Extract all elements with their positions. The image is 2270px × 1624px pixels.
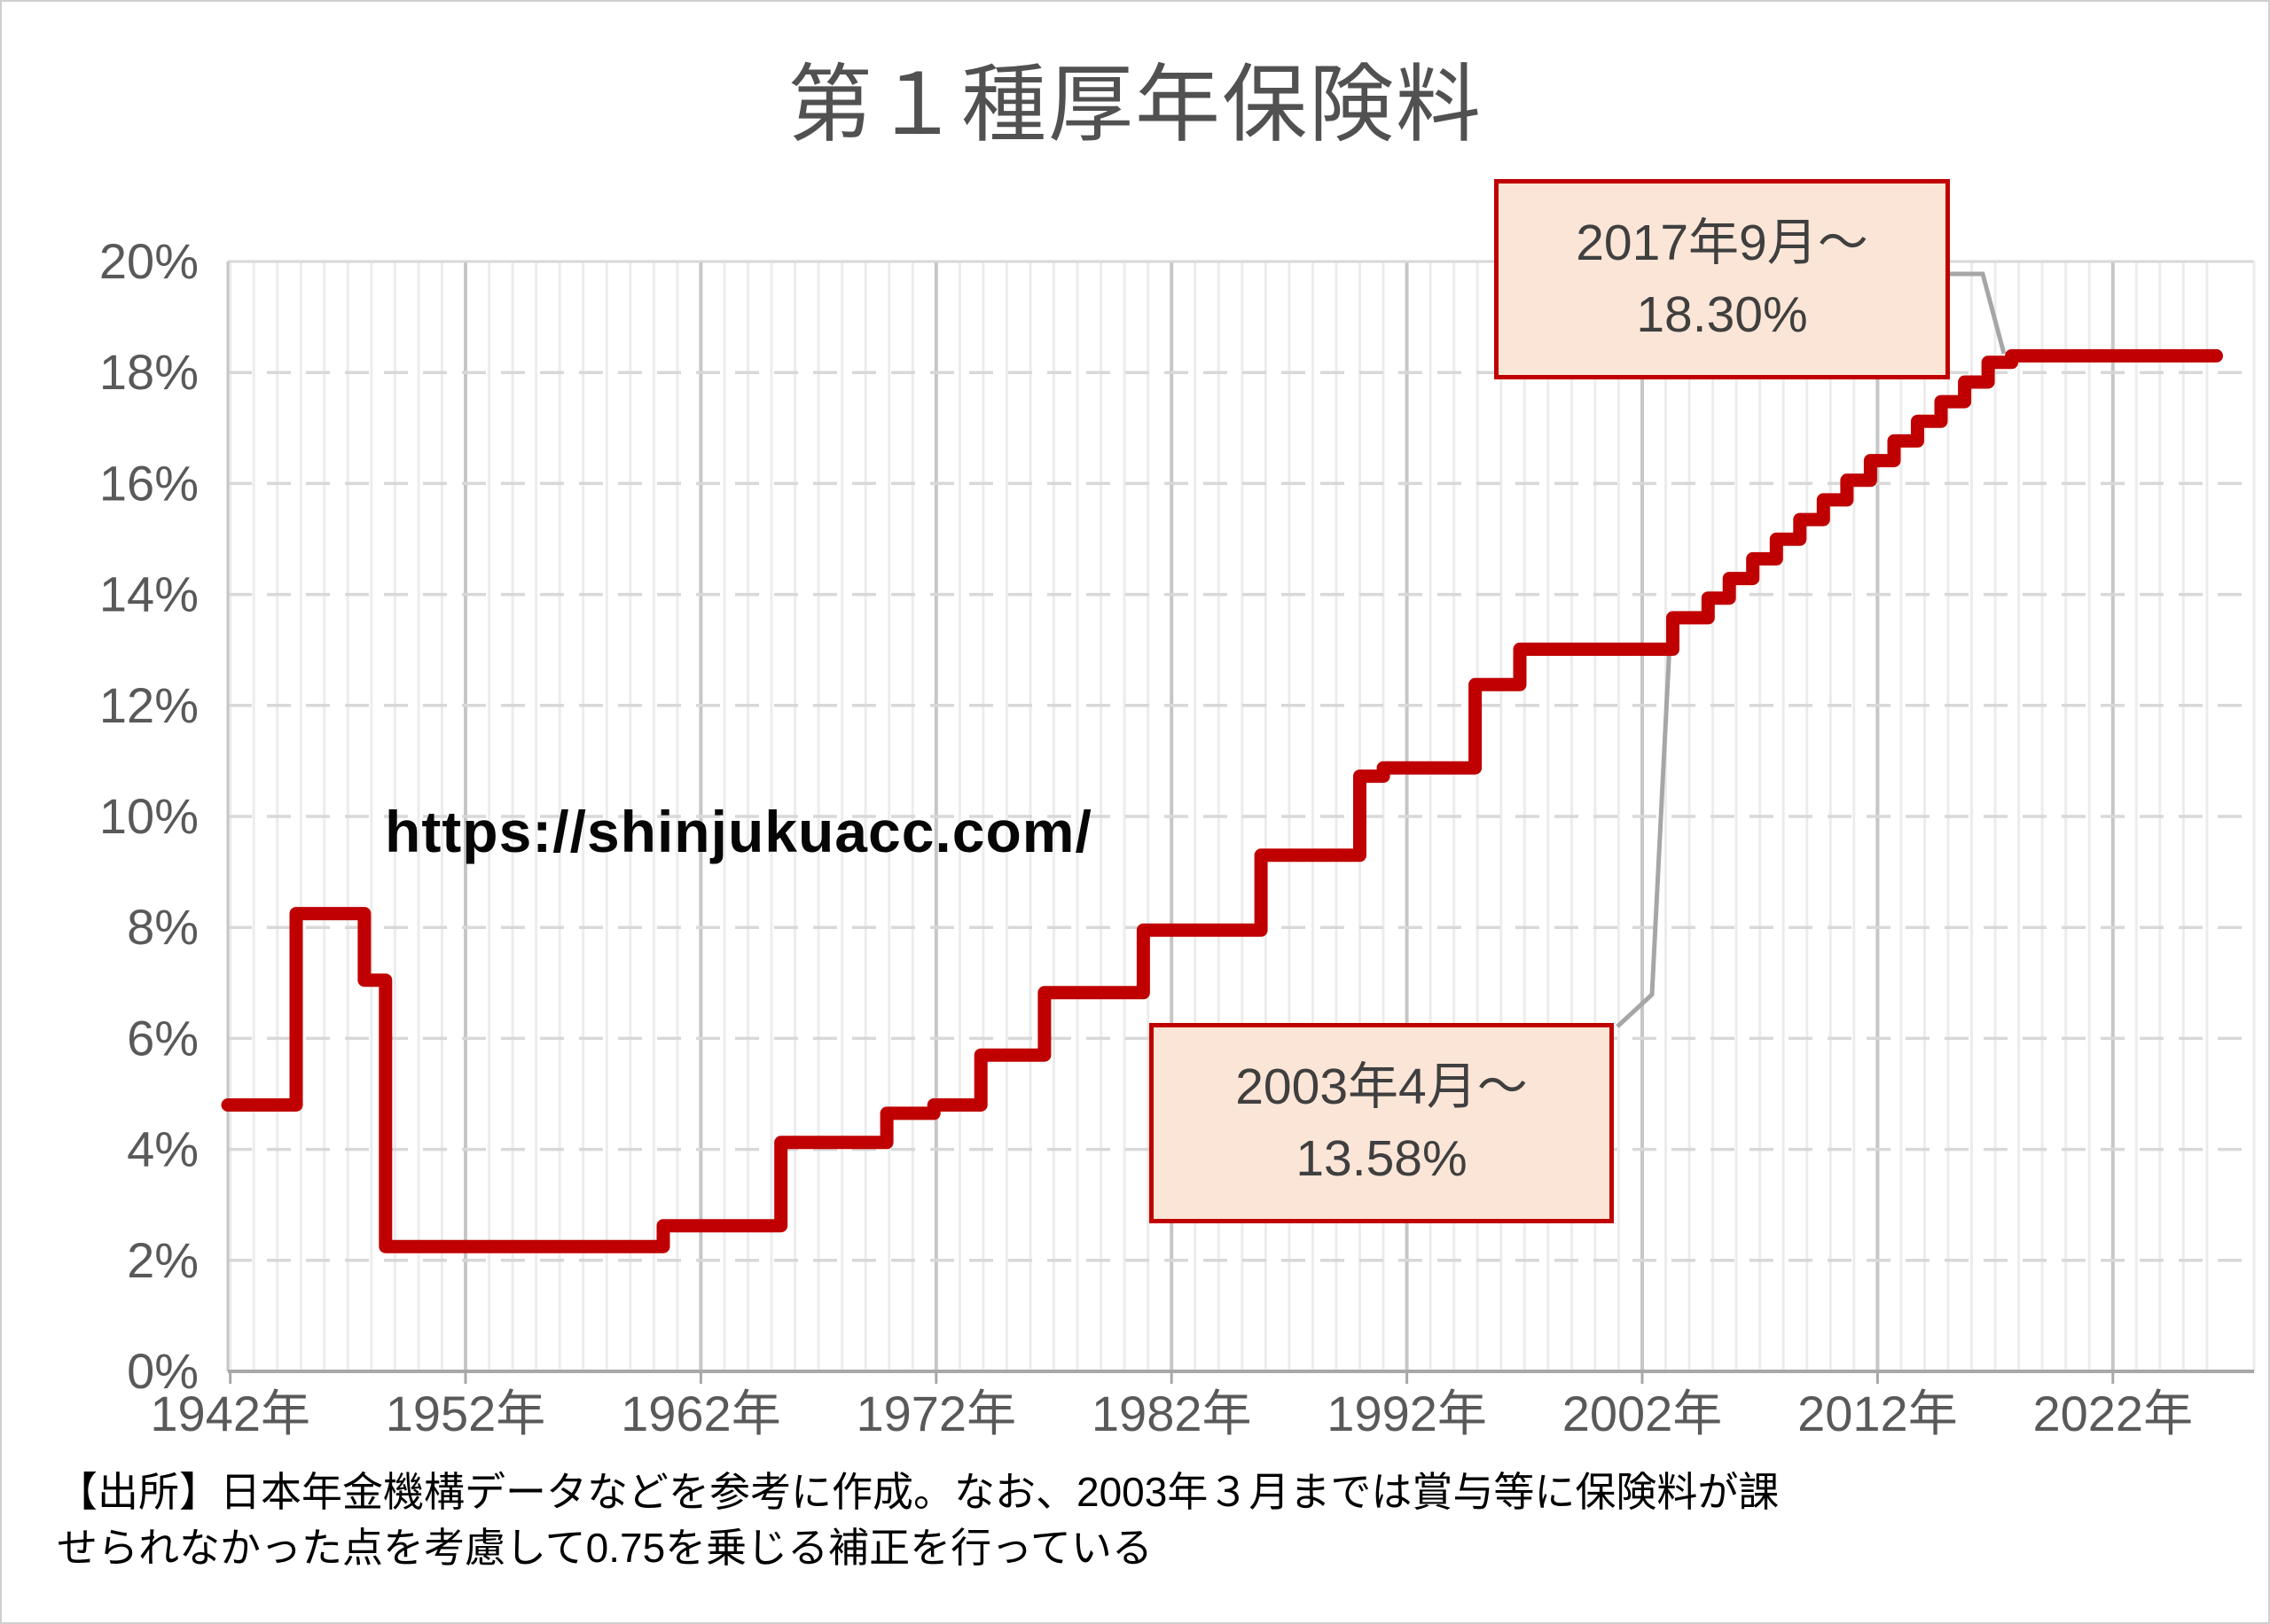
callout-2017-date: 2017年9月～ (1576, 215, 1868, 272)
y-axis-label: 18% (99, 344, 199, 400)
y-axis-label: 14% (99, 566, 199, 622)
x-axis-label: 2012年 (1797, 1386, 1958, 1441)
callout-2003-rate: 13.58% (1295, 1130, 1468, 1187)
callout-2003-date: 2003年4月～ (1235, 1058, 1528, 1116)
x-axis-label: 2002年 (1562, 1386, 1723, 1441)
y-axis-label: 10% (99, 788, 199, 844)
callout-2017-sep: 2017年9月～ 18.30% (1494, 179, 1950, 379)
source-note: 【出所】日本年金機構データなどを参考に作成。なお、2003年３月までは賞与等に保… (57, 1464, 2238, 1576)
y-axis-label: 0% (127, 1343, 199, 1399)
chart-title: 第１種厚年保険料 (787, 58, 1483, 152)
x-axis-label: 2022年 (2033, 1386, 2194, 1441)
leader-line-2017 (1949, 271, 2007, 355)
y-axis-label: 20% (99, 233, 199, 289)
x-axis-label: 1942年 (150, 1386, 310, 1441)
y-axis-label: 4% (127, 1121, 199, 1177)
x-axis-label: 1962年 (621, 1386, 781, 1441)
x-axis-label: 1982年 (1092, 1386, 1252, 1441)
y-axis-label: 12% (99, 677, 199, 733)
premium-rate-step-line (221, 348, 2223, 1253)
source-note-line1: 【出所】日本年金機構データなどを参考に作成。なお、2003年３月までは賞与等に保… (57, 1469, 1780, 1515)
callout-2003-apr: 2003年4月～ 13.58% (1149, 1023, 1614, 1223)
x-axis-label: 1972年 (857, 1386, 1017, 1441)
source-note-line2: せられなかった点を考慮して0.75を乗じる補正を行っている (57, 1525, 1153, 1572)
y-axis-label: 2% (127, 1232, 199, 1288)
x-axis-label: 1952年 (386, 1386, 546, 1441)
y-axis-label: 8% (127, 899, 199, 955)
x-axis-label: 1992年 (1327, 1386, 1487, 1441)
y-axis-label: 6% (127, 1010, 199, 1066)
y-axis-label: 16% (99, 455, 199, 511)
leader-line-2003 (1616, 624, 1673, 1028)
watermark-url: https://shinjukuacc.com/ (385, 799, 1092, 864)
callout-2017-rate: 18.30% (1636, 286, 1808, 343)
